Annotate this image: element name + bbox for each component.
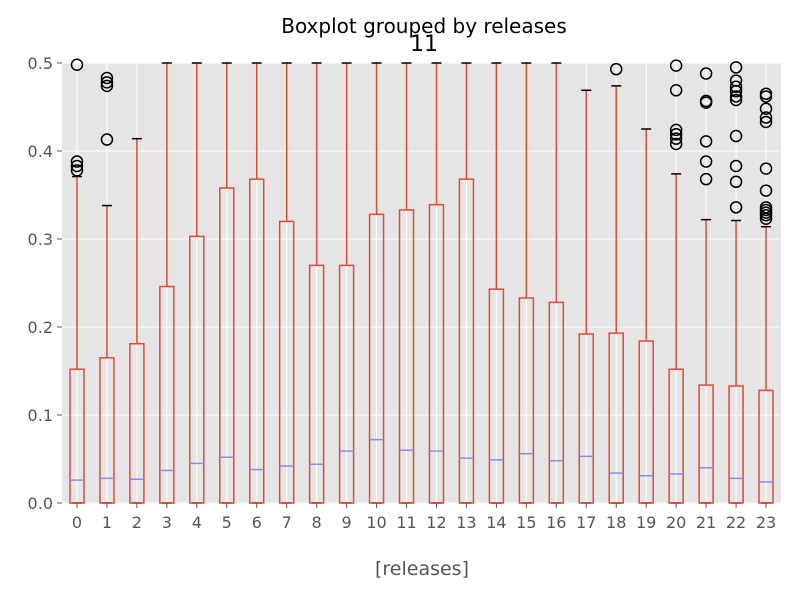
outlier-point bbox=[669, 84, 683, 97]
y-tick-label: 0.5 bbox=[28, 54, 53, 73]
outlier-point bbox=[729, 93, 743, 107]
outlier-point bbox=[729, 201, 743, 214]
x-tick-label: 9 bbox=[342, 513, 352, 532]
x-tick-label: 4 bbox=[192, 513, 202, 532]
outlier-point bbox=[729, 61, 743, 74]
x-tick-label: 23 bbox=[756, 513, 776, 532]
x-tick-label: 16 bbox=[546, 513, 566, 532]
outlier-point bbox=[70, 155, 84, 168]
x-tick-label: 15 bbox=[516, 513, 536, 532]
outlier-point bbox=[729, 80, 743, 94]
outlier-point bbox=[669, 123, 683, 137]
y-tick-label: 0.4 bbox=[28, 142, 53, 161]
x-tick-label: 18 bbox=[606, 513, 626, 532]
chart-title: 11 bbox=[410, 32, 438, 57]
outlier-point bbox=[759, 102, 773, 116]
y-tick-label: 0.0 bbox=[28, 494, 53, 513]
outlier-point bbox=[699, 155, 713, 168]
x-axis-ticks: 0 1 2 3 4 5 6 7 8 9 10 11 12 13 14 15 16 17 18 19 20 21 22 23 bbox=[72, 503, 776, 532]
outlier-point bbox=[759, 201, 773, 214]
x-tick-label: 0 bbox=[72, 513, 82, 532]
x-tick-label: 17 bbox=[576, 513, 596, 532]
x-tick-label: 11 bbox=[396, 513, 416, 532]
x-tick-label: 22 bbox=[726, 513, 746, 532]
outlier-point bbox=[669, 132, 683, 145]
x-tick-label: 12 bbox=[426, 513, 446, 532]
y-tick-label: 0.2 bbox=[28, 318, 53, 337]
outlier-point bbox=[729, 159, 743, 173]
outlier-point bbox=[669, 137, 683, 151]
x-tick-label: 5 bbox=[222, 513, 232, 532]
outlier-point bbox=[759, 87, 773, 101]
x-tick-label: 21 bbox=[696, 513, 716, 532]
outlier-point bbox=[70, 164, 84, 177]
outlier-point bbox=[100, 71, 114, 85]
x-tick-label: 19 bbox=[636, 513, 656, 532]
outlier-point bbox=[729, 90, 743, 103]
y-tick-label: 0.1 bbox=[28, 406, 53, 425]
outlier-point bbox=[699, 67, 713, 80]
x-tick-label: 7 bbox=[282, 513, 292, 532]
outlier-point bbox=[100, 133, 114, 146]
outlier-point bbox=[699, 94, 713, 108]
outlier-point bbox=[70, 159, 84, 173]
x-tick-label: 14 bbox=[486, 513, 506, 532]
outlier-point bbox=[729, 74, 743, 87]
outlier-point bbox=[609, 62, 623, 76]
outlier-point bbox=[699, 135, 713, 148]
outlier-point bbox=[100, 76, 114, 89]
outlier-point bbox=[759, 111, 773, 124]
x-tick-label: 2 bbox=[132, 513, 142, 532]
x-tick-label: 8 bbox=[312, 513, 322, 532]
outlier-point bbox=[759, 115, 773, 129]
x-tick-label: 1 bbox=[102, 513, 112, 532]
outlier-point bbox=[669, 128, 683, 141]
outlier-point bbox=[729, 175, 743, 189]
chart-suptitle: Boxplot grouped by releases bbox=[281, 14, 567, 38]
x-tick-label: 13 bbox=[456, 513, 476, 532]
outlier-point bbox=[759, 184, 773, 197]
outlier-point bbox=[100, 79, 114, 93]
plot-area bbox=[62, 63, 781, 503]
outlier-point bbox=[699, 172, 713, 186]
outlier-point bbox=[729, 129, 743, 143]
outlier-point bbox=[759, 162, 773, 175]
x-axis-label: [releases] bbox=[375, 558, 469, 580]
y-axis-ticks: 0.0 0.1 0.2 0.3 0.4 0.5 bbox=[28, 54, 62, 513]
box-23 bbox=[758, 87, 774, 504]
x-tick-label: 6 bbox=[252, 513, 262, 532]
outlier-point bbox=[70, 58, 84, 72]
box-series bbox=[69, 58, 774, 504]
y-tick-label: 0.3 bbox=[28, 230, 53, 249]
x-tick-label: 3 bbox=[162, 513, 172, 532]
box-17 bbox=[578, 89, 595, 504]
box-21 bbox=[698, 67, 714, 504]
x-tick-label: 20 bbox=[666, 513, 686, 532]
outlier-point bbox=[669, 59, 683, 72]
x-tick-label: 10 bbox=[366, 513, 386, 532]
